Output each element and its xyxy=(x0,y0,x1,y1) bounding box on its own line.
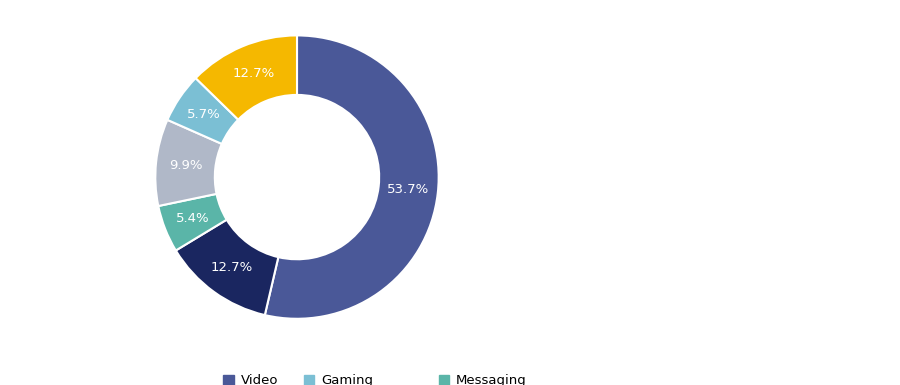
Legend: Video, Social, Gaming, Web browsing, Messaging, Others: Video, Social, Gaming, Web browsing, Mes… xyxy=(220,370,530,385)
Text: 9.9%: 9.9% xyxy=(169,159,202,172)
Text: 53.7%: 53.7% xyxy=(387,183,429,196)
Text: 12.7%: 12.7% xyxy=(232,67,274,80)
Wedge shape xyxy=(195,35,297,120)
Wedge shape xyxy=(158,194,227,251)
Text: 5.7%: 5.7% xyxy=(187,108,221,121)
Text: 12.7%: 12.7% xyxy=(210,261,252,274)
Wedge shape xyxy=(176,220,278,315)
Wedge shape xyxy=(156,120,221,206)
Wedge shape xyxy=(167,78,238,144)
Text: 5.4%: 5.4% xyxy=(176,212,210,224)
Wedge shape xyxy=(265,35,438,319)
